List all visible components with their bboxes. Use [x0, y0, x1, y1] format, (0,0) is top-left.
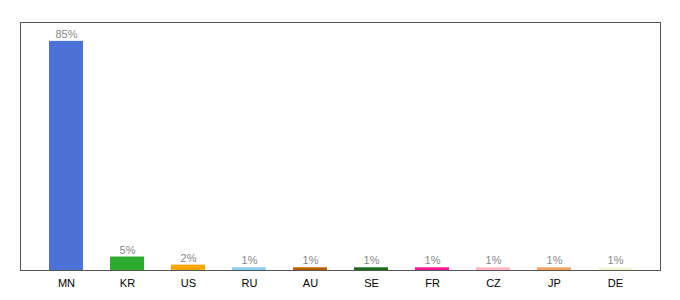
svg-text:FR: FR — [425, 277, 440, 289]
svg-text:CZ: CZ — [486, 277, 501, 289]
svg-text:DE: DE — [608, 277, 623, 289]
svg-text:5%: 5% — [120, 244, 136, 256]
svg-text:1%: 1% — [364, 254, 380, 266]
svg-text:1%: 1% — [303, 254, 319, 266]
svg-text:85%: 85% — [55, 28, 77, 40]
svg-text:1%: 1% — [425, 254, 441, 266]
svg-text:1%: 1% — [547, 254, 563, 266]
svg-text:KR: KR — [120, 277, 135, 289]
svg-text:1%: 1% — [608, 254, 624, 266]
svg-text:RU: RU — [242, 277, 258, 289]
svg-text:SE: SE — [364, 277, 379, 289]
svg-text:JP: JP — [548, 277, 561, 289]
svg-text:1%: 1% — [242, 254, 258, 266]
svg-text:1%: 1% — [486, 254, 502, 266]
svg-text:US: US — [181, 277, 196, 289]
svg-text:AU: AU — [303, 277, 318, 289]
svg-text:2%: 2% — [181, 252, 197, 264]
svg-text:MN: MN — [58, 277, 75, 289]
